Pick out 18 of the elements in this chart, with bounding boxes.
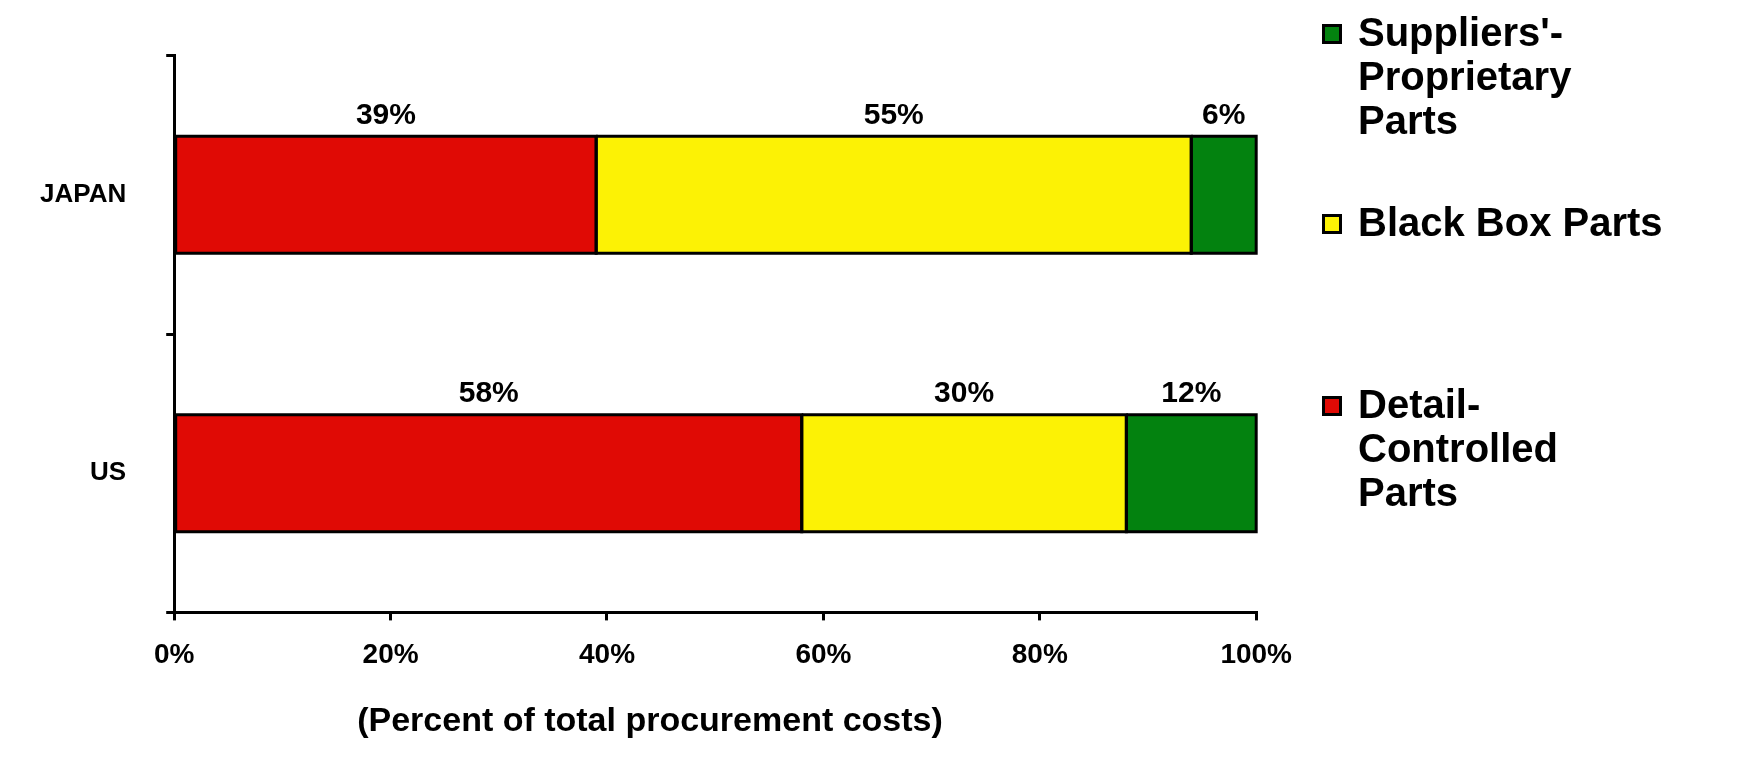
data-label: 58% xyxy=(458,375,519,408)
y-tick-label: US xyxy=(90,456,127,487)
y-tick-label: JAPAN xyxy=(40,177,127,208)
x-tick-label: 0% xyxy=(153,637,195,669)
legend-label: Black Box Parts xyxy=(1358,200,1664,244)
data-label: 6% xyxy=(1202,96,1246,130)
data-label: 55% xyxy=(863,96,924,130)
x-tick-label: 20% xyxy=(362,637,419,669)
x-axis-title: (Percent of total procurement costs) xyxy=(356,700,944,739)
data-label: 30% xyxy=(934,375,995,408)
x-tick-label: 100% xyxy=(1220,637,1293,669)
legend-label: Suppliers'-Proprietary Parts xyxy=(1358,10,1573,142)
x-tick-label: 40% xyxy=(578,637,636,669)
data-label: 39% xyxy=(355,96,416,130)
x-tick-label: 80% xyxy=(1011,637,1068,669)
legend-label: Detail-Controlled Parts xyxy=(1358,382,1559,514)
x-tick-label: 60% xyxy=(795,637,852,669)
data-label: 12% xyxy=(1161,375,1222,408)
